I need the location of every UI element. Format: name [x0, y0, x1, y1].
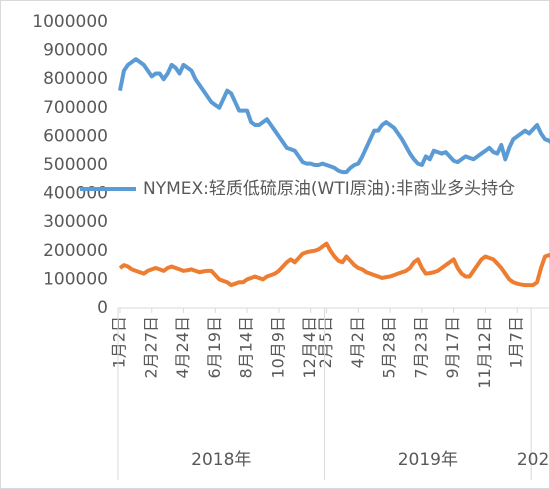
x-tick-label: 4月2日: [348, 316, 367, 368]
y-tick-label: 300000: [43, 212, 108, 232]
x-tick-label: 9月17日: [443, 316, 462, 379]
x-tick-label: 5月28日: [380, 316, 399, 379]
y-tick-label: 500000: [43, 155, 108, 175]
y-tick-label: 700000: [43, 98, 108, 118]
x-tick-label: 12月4日: [300, 316, 319, 379]
x-tick-label: 4月24日: [173, 316, 192, 379]
x-tick-label: 11月12日: [475, 316, 494, 389]
y-tick-label: 800000: [43, 69, 108, 89]
series-line: [118, 241, 550, 288]
series-line: [118, 57, 550, 175]
y-tick-label: 400000: [43, 184, 108, 204]
x-group-label: 2020年: [517, 450, 550, 470]
x-tick-label: 7月23日: [411, 316, 430, 379]
y-tick-label: 0: [97, 298, 108, 318]
x-group-label: 2019年: [398, 450, 458, 470]
x-tick-label: 2月27日: [141, 316, 160, 379]
y-tick-label: 100000: [43, 269, 108, 289]
y-tick-label: 1000000: [32, 12, 108, 32]
x-tick-label: 8月14日: [237, 316, 256, 379]
y-tick-label: 900000: [43, 41, 108, 61]
x-group-label: 2018年: [191, 450, 251, 470]
y-tick-label: 600000: [43, 126, 108, 146]
x-tick-label: 10月9日: [268, 316, 287, 379]
x-tick-label: 1月7日: [507, 316, 526, 368]
y-tick-label: 200000: [43, 241, 108, 261]
x-tick-label: 2月5日: [316, 316, 335, 368]
x-tick-label: 1月2日: [109, 316, 128, 368]
x-tick-label: 6月19日: [205, 316, 224, 379]
legend-label: NYMEX:轻质低硫原油(WTI原油):非商业多头持仓: [143, 179, 516, 199]
